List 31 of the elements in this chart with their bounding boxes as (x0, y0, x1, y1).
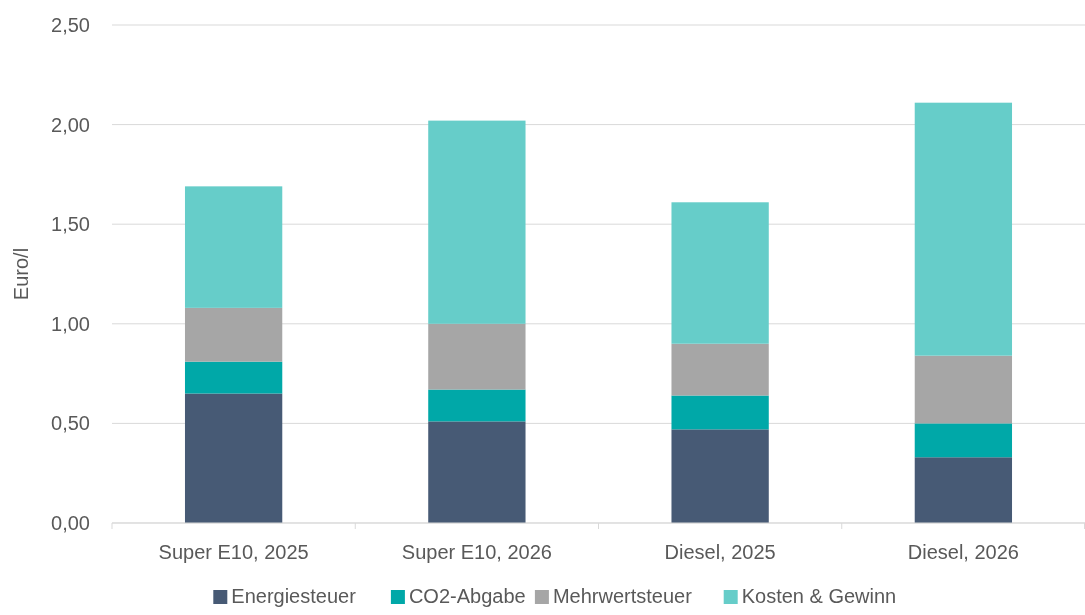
bar (428, 421, 526, 523)
y-tick-label: 2,50 (51, 14, 90, 36)
bar (914, 457, 1013, 523)
bar (428, 323, 526, 390)
bar (428, 389, 526, 422)
y-tick-label: 1,00 (51, 312, 90, 335)
bar (184, 361, 283, 394)
y-tick-label: 0,00 (51, 512, 90, 534)
x-tick-label: Diesel, 2026 (907, 541, 1019, 563)
bar (428, 120, 526, 324)
y-axis-title: Euro/l (10, 247, 32, 301)
bar (914, 102, 1013, 356)
bar (671, 429, 769, 523)
legend-label: CO2-Abgabe (408, 585, 526, 607)
bar (184, 307, 283, 362)
y-tick-label: 2,00 (51, 113, 90, 136)
legend-label: Mehrwertsteuer (552, 585, 693, 607)
bar (671, 202, 769, 344)
bar (671, 343, 769, 396)
legend-label: Kosten & Gewinn (741, 585, 897, 607)
bar (914, 423, 1013, 458)
x-tick-label: Diesel, 2025 (664, 541, 776, 563)
bar (914, 355, 1013, 424)
x-tick-label: Super E10, 2026 (401, 541, 552, 563)
legend-label: Energiesteuer (231, 585, 357, 607)
y-tick-label: 0,50 (51, 412, 90, 435)
bar (671, 395, 769, 430)
bar (184, 393, 283, 523)
y-tick-label: 1,50 (51, 213, 90, 236)
x-tick-label: Super E10, 2025 (158, 541, 309, 563)
bar (184, 186, 283, 308)
